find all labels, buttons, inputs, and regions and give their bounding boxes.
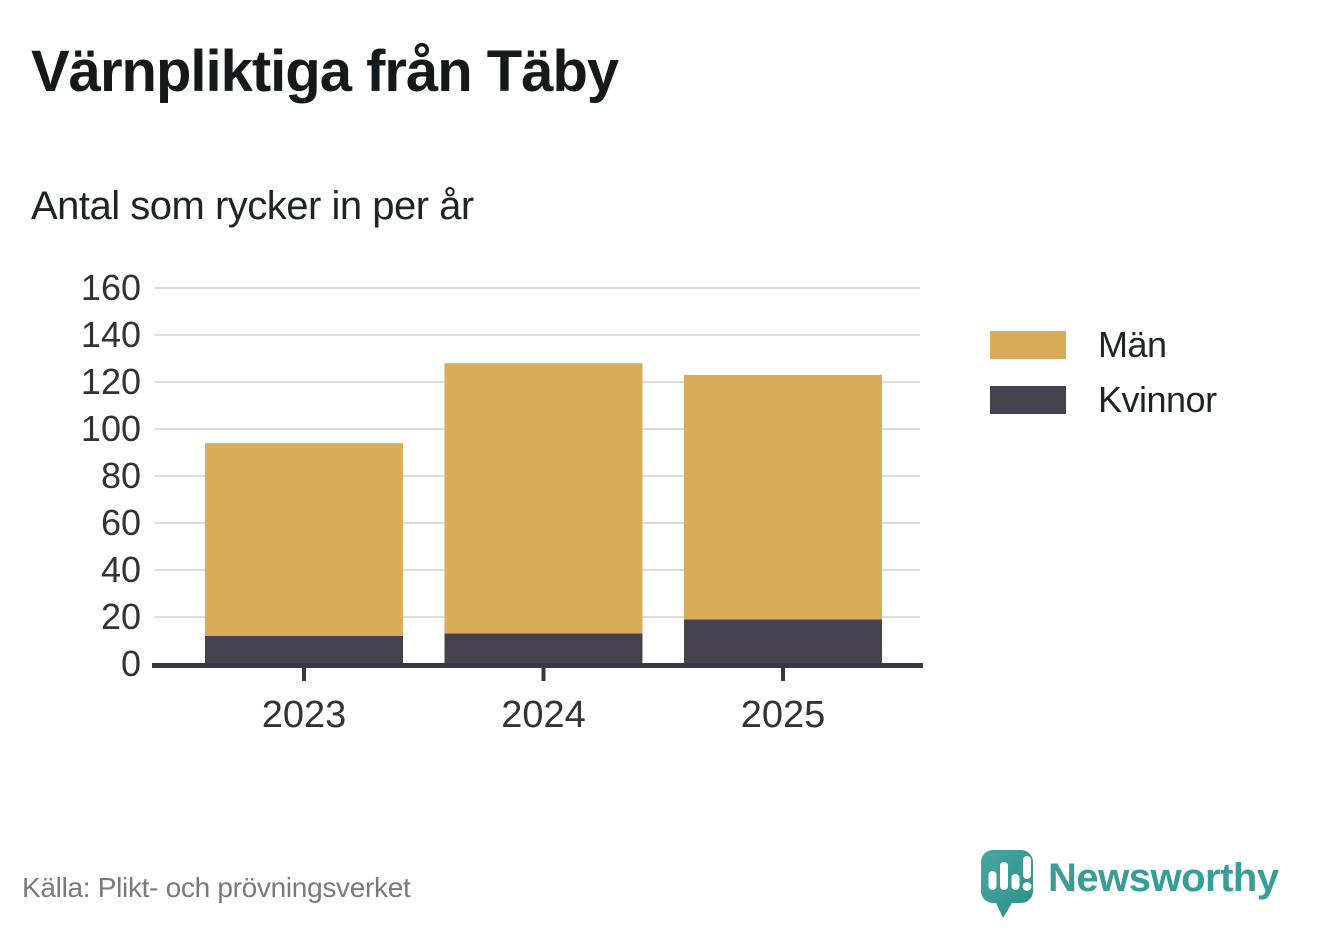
y-tick-label: 60 bbox=[101, 502, 141, 543]
y-tick-label: 80 bbox=[101, 455, 141, 496]
x-tick-mark bbox=[541, 668, 546, 681]
y-tick-label: 140 bbox=[81, 314, 141, 355]
chart-subtitle: Antal som rycker in per år bbox=[31, 184, 474, 228]
x-tick-mark bbox=[781, 668, 785, 681]
y-tick-label: 40 bbox=[101, 549, 141, 590]
legend-label-women: Kvinnor bbox=[1098, 379, 1217, 420]
bar-segment-2024-Män bbox=[444, 363, 643, 634]
bar-segment-2023-Män bbox=[205, 443, 403, 636]
y-tick-label: 120 bbox=[81, 361, 141, 402]
bar-segment-2023-Kvinnor bbox=[205, 635, 403, 664]
source-attribution: Källa: Plikt- och prövningsverket bbox=[22, 872, 411, 903]
legend-item-men: Män bbox=[990, 324, 1310, 365]
speech-bubble-chart-icon bbox=[981, 850, 1033, 918]
y-tick-label: 0 bbox=[121, 643, 141, 684]
bar-chart: 2023 2024 2025 0 20 40 60 80 100 120 140 160 bbox=[0, 260, 940, 740]
x-axis-line bbox=[152, 663, 923, 668]
legend-item-women: Kvinnor bbox=[990, 379, 1310, 420]
newsworthy-logo: Newsworthy bbox=[978, 845, 1298, 925]
bar-segment-2025-Kvinnor bbox=[684, 619, 882, 664]
bar-segment-2024-Kvinnor bbox=[444, 633, 643, 664]
x-tick-label: 2023 bbox=[262, 694, 347, 736]
x-tick-mark bbox=[302, 668, 306, 681]
chart-legend: Män Kvinnor bbox=[990, 324, 1310, 441]
brand-name: Newsworthy bbox=[1048, 856, 1279, 900]
y-tick-label: 100 bbox=[81, 408, 141, 449]
women-color-swatch bbox=[990, 386, 1066, 414]
x-tick-label: 2024 bbox=[501, 694, 586, 736]
y-tick-label: 20 bbox=[101, 596, 141, 637]
y-tick-label: 160 bbox=[81, 267, 141, 308]
bar-segment-2025-Män bbox=[684, 374, 882, 620]
bar-chart-canvas: 2023 2024 2025 0 20 40 60 80 100 120 140 160 bbox=[81, 267, 923, 736]
page-title: Värnpliktiga från Täby bbox=[31, 39, 619, 104]
x-tick-label: 2025 bbox=[741, 694, 826, 736]
men-color-swatch bbox=[990, 331, 1066, 359]
legend-label-men: Män bbox=[1098, 324, 1167, 365]
